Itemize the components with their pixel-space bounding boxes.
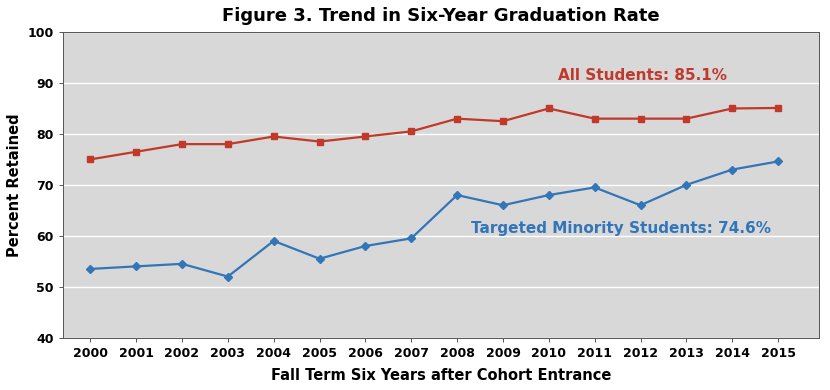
X-axis label: Fall Term Six Years after Cohort Entrance: Fall Term Six Years after Cohort Entranc… — [271, 368, 611, 383]
Text: Targeted Minority Students: 74.6%: Targeted Minority Students: 74.6% — [471, 221, 771, 236]
Title: Figure 3. Trend in Six-Year Graduation Rate: Figure 3. Trend in Six-Year Graduation R… — [222, 7, 660, 25]
Y-axis label: Percent Retained: Percent Retained — [7, 113, 22, 257]
Text: All Students: 85.1%: All Students: 85.1% — [558, 68, 727, 83]
